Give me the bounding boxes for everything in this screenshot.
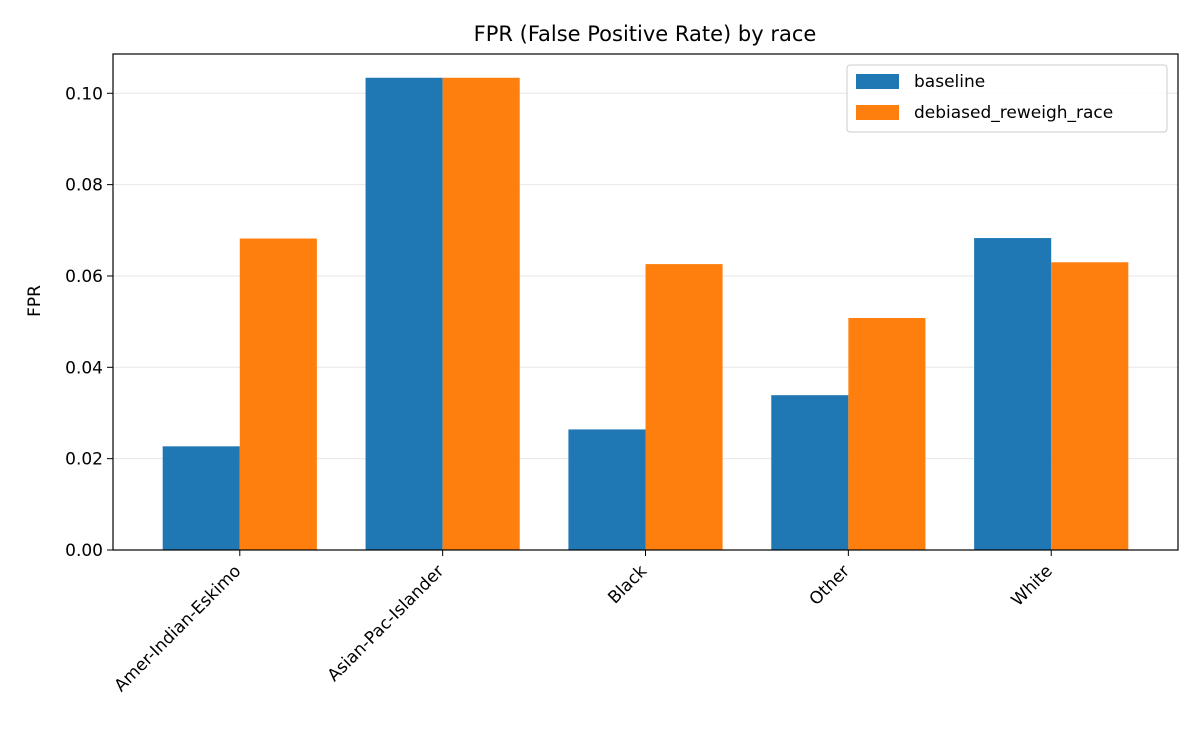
legend: baseline debiased_reweigh_race [846,64,1168,133]
x-tick-label: Amer-Indian-Eskimo [111,561,246,696]
bar-baseline-black [568,429,646,550]
legend-label: baseline [914,72,985,92]
bar-baseline-white [974,238,1052,550]
y-axis-title: FPR [25,285,45,317]
x-tick-label: Other [806,561,854,609]
bar-debiased_reweigh_race-asian-pac-islander [442,77,520,550]
legend-swatch-debiased_reweigh_race [856,105,899,120]
bar-baseline-other [771,395,849,550]
bar-debiased_reweigh_race-black [645,264,723,550]
chart-title: FPR (False Positive Rate) by race [474,22,817,46]
bar-baseline-amer-indian-eskimo [162,446,240,550]
y-tick-label: 0.02 [65,450,103,470]
bar-debiased_reweigh_race-white [1051,262,1129,550]
y-tick-label: 0.10 [65,84,103,104]
x-tick-label: Asian-Pac-Islander [324,561,448,685]
legend-box [846,64,1168,133]
x-tick-label: Black [604,561,651,608]
y-tick-label: 0.00 [65,541,103,561]
bars [162,77,1129,550]
x-tick-label: White [1008,561,1057,610]
plot-frame [112,53,1179,551]
legend-label: debiased_reweigh_race [914,103,1113,123]
bar-debiased_reweigh_race-other [848,317,926,550]
y-tick-label: 0.08 [65,176,103,196]
bar-debiased_reweigh_race-amer-indian-eskimo [239,238,317,550]
bar-baseline-asian-pac-islander [365,77,443,550]
legend-swatch-baseline [856,74,899,89]
y-tick-label: 0.06 [65,267,103,287]
y-tick-label: 0.04 [65,358,103,378]
